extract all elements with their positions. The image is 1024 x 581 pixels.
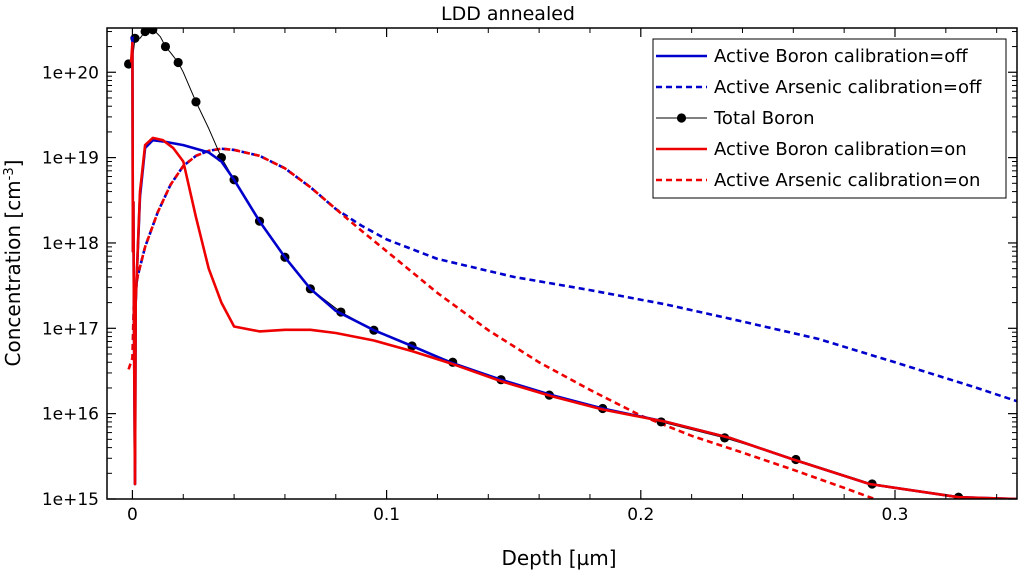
series-line-4 — [127, 147, 879, 499]
legend-label-2: Total Boron — [713, 108, 815, 129]
ticks-layer — [107, 28, 1017, 500]
y-tick-label: 1e+19 — [42, 149, 99, 169]
legend-label-4: Active Arsenic calibration=on — [714, 170, 980, 191]
chart-title: LDD annealed — [441, 3, 575, 25]
x-axis-title: Depth [µm] — [501, 546, 616, 570]
total-boron-marker — [140, 28, 150, 37]
legend-label-0: Active Boron calibration=off — [714, 46, 968, 67]
y-axis-title-main: Concentration [cm — [1, 180, 25, 366]
tick-labels: 0 0.1 0.2 0.3 1e+15 1e+16 1e+17 1e+18 1e+19 1e+20 — [42, 63, 909, 525]
legend: Active Boron calibration=off Active Arsen… — [652, 38, 1007, 199]
x-tick-label: 0.3 — [881, 505, 908, 525]
series-layer — [124, 28, 1017, 499]
plot-frame — [106, 27, 1018, 500]
x-tick-label: 0.1 — [373, 505, 400, 525]
series-line-3 — [129, 41, 1017, 499]
y-axis-title-end: ] — [1, 160, 25, 168]
total-boron-marker — [160, 41, 171, 52]
y-tick-label: 1e+15 — [42, 490, 99, 510]
legend-box — [652, 38, 1007, 199]
legend-marker — [676, 113, 687, 123]
total-boron-marker — [173, 57, 183, 68]
y-tick-label: 1e+16 — [42, 405, 99, 425]
total-boron-marker — [148, 28, 158, 35]
y-tick-label: 1e+18 — [42, 234, 99, 254]
legend-label-3: Active Boron calibration=on — [714, 139, 967, 160]
y-tick-label: 1e+17 — [42, 319, 99, 339]
x-tick-label: 0 — [127, 505, 138, 525]
x-tick-label: 0.2 — [627, 505, 654, 525]
total-boron-marker — [191, 97, 201, 107]
y-axis-title-sup: -3 — [2, 167, 17, 180]
y-axis-title: Concentration [cm-3] — [1, 160, 25, 367]
y-tick-label: 1e+20 — [42, 63, 99, 83]
legend-label-1: Active Arsenic calibration=off — [714, 77, 982, 98]
